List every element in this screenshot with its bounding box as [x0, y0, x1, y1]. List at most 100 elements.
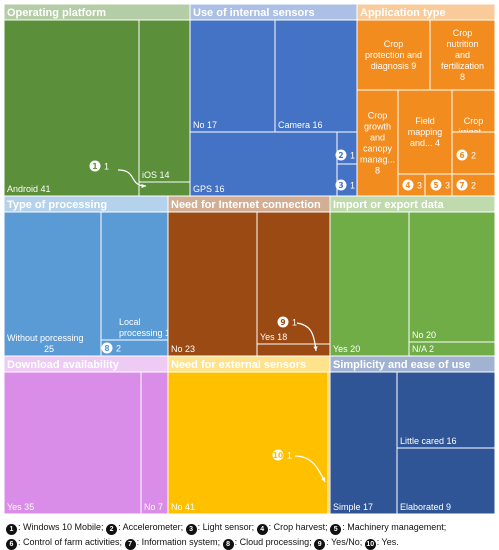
badge-number: 1	[92, 162, 97, 171]
treemap-cell	[138, 181, 191, 197]
treemap-cell	[408, 211, 496, 343]
treemap-cell	[329, 211, 410, 357]
cell-label: GPS 16	[193, 184, 225, 194]
treemap-cell	[329, 371, 398, 515]
arrow-head	[321, 477, 325, 482]
arrow-head	[313, 346, 318, 351]
cell-label: Without porcessing 25	[7, 333, 84, 354]
badge-marker	[272, 449, 284, 461]
badge-number: 10	[273, 451, 283, 460]
legend-badge: 10	[364, 539, 376, 550]
treemap-group: Operating platform Android 41 iOS 14 1 1	[3, 3, 191, 197]
legend-entry: 3: Light sensor;	[185, 522, 255, 535]
treemap-cell	[429, 19, 496, 91]
legend-badge: 5	[330, 524, 342, 535]
cell-label: iOS 14	[142, 170, 170, 180]
badge-value: 2	[471, 181, 476, 191]
legend-text: : Yes/No;	[326, 537, 363, 547]
badge-number: 2	[338, 151, 343, 160]
legend-entry: 2: Accelerometer;	[106, 522, 183, 535]
cell-label: Simple 17	[333, 502, 373, 512]
cell-label: Yes 18	[260, 332, 287, 342]
treemap-group: Download availability Yes 35 No 7	[3, 355, 169, 515]
cell-label: Camera 16	[278, 120, 323, 130]
treemap-cell	[189, 131, 338, 197]
badge-number: 7	[459, 181, 464, 190]
badge-marker	[335, 149, 347, 161]
treemap-cell	[396, 371, 496, 449]
group-title: Operating platform	[7, 7, 106, 19]
group-title: Need for external sensors	[171, 359, 306, 371]
treemap-group: Application type Crop protection and diagno…	[356, 3, 496, 197]
legend-badge: 8	[222, 539, 234, 550]
group-title: Use of internal sensors	[193, 7, 315, 19]
treemap-cell	[256, 343, 331, 357]
group-title: Download availability	[7, 359, 120, 371]
treemap-group: Import or export data Yes 20 No 20 N/A 2	[329, 195, 496, 357]
treemap-cell	[3, 371, 142, 515]
treemap-cell	[140, 371, 169, 515]
legend-badge: 2	[106, 524, 118, 535]
badge-number: 5	[433, 181, 438, 190]
badge-number: 3	[338, 181, 343, 190]
group-title: Type of processing	[7, 199, 107, 211]
badge-marker	[456, 149, 468, 161]
badge-marker	[277, 316, 289, 328]
legend-entry: 6: Control of farm activities;	[6, 537, 122, 550]
badge-value: 3	[417, 181, 422, 191]
legend-entry: 9: Yes/No;	[314, 537, 363, 550]
badge-number: 9	[280, 318, 285, 327]
cell-label: Crop nutrition and fertilization 8	[441, 28, 484, 82]
badge-marker	[89, 160, 101, 172]
treemap-cell	[189, 19, 276, 133]
cell-label: No 41	[171, 502, 195, 512]
legend-text: : Cloud processing;	[234, 537, 312, 547]
legend-text: : Machinery management;	[342, 522, 447, 532]
cell-label: Crop growth and canopy manag... 8	[360, 111, 395, 176]
legend-text: : Information system;	[136, 537, 221, 547]
treemap-cell	[138, 19, 191, 183]
badge-number: 6	[459, 151, 464, 160]
group-title: Simplicity and ease of use	[333, 359, 471, 371]
legend-text: : Light sensor;	[197, 522, 255, 532]
treemap-cell	[274, 19, 358, 133]
legend-entry: 5: Machinery management;	[330, 522, 447, 535]
cell-label: Crop protection and diagnosis 9	[365, 39, 422, 71]
cell-label: No 7	[144, 502, 163, 512]
legend-entry: 7: Information system;	[124, 537, 221, 550]
legend-text: : Crop harvest;	[268, 522, 328, 532]
badge-value: 2	[116, 344, 121, 354]
group-title: Need for Internet connection	[171, 199, 321, 211]
badge-value: 1	[350, 151, 355, 161]
treemap-cell	[3, 19, 140, 197]
legend-badge: 3	[185, 524, 197, 535]
legend-badge: 7	[124, 539, 136, 550]
legend-badge: 9	[314, 539, 326, 550]
cell-label: Field mapping and... 4	[408, 116, 443, 148]
cell-label: No 17	[193, 120, 217, 130]
treemap-group: Need for Internet connection No 23 Yes 18 9…	[167, 195, 331, 357]
treemap-cell	[256, 211, 331, 345]
badge-marker	[335, 179, 347, 191]
treemap-group: Simplicity and ease of use Simple 17 Littl…	[329, 355, 496, 515]
legend-badge: 6	[6, 539, 17, 550]
legend-text: : Yes.	[376, 537, 399, 547]
arrow-head	[141, 183, 146, 189]
badge-value: 1	[350, 181, 355, 191]
footnote-legend: 1: Windows 10 Mobile; 2: Accelerometer; …	[6, 520, 496, 550]
treemap-cell	[100, 211, 169, 341]
legend-entry: 4: Crop harvest;	[256, 522, 328, 535]
cell-label: No 20	[412, 330, 436, 340]
cell-label: Yes 35	[7, 502, 34, 512]
treemap-cell	[356, 19, 431, 91]
badge-value: 3	[445, 181, 450, 191]
badge-value: 2	[471, 151, 476, 161]
group-title: Application type	[360, 7, 446, 19]
badge-marker	[456, 179, 468, 191]
treemap-cell	[167, 211, 258, 357]
legend-badge: 4	[256, 524, 268, 535]
treemap-cell	[167, 371, 329, 515]
cell-label: Local processing 15	[119, 317, 175, 338]
treemap-cell	[356, 89, 399, 197]
